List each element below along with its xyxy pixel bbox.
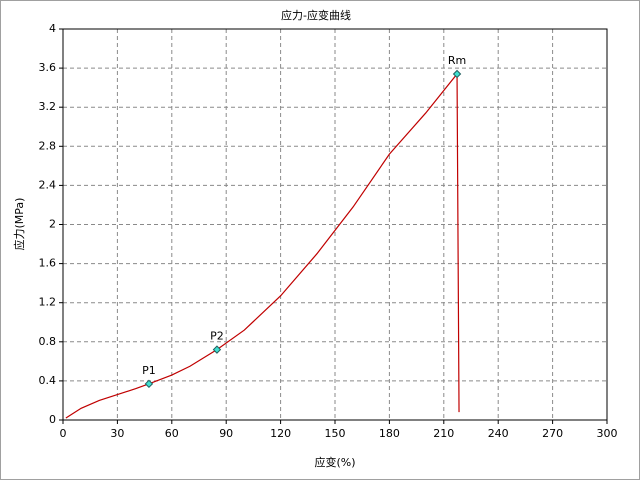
y-tick-label: 2.4 — [39, 178, 57, 191]
y-axis-label: 应力(MPa) — [12, 198, 26, 251]
y-tick-label: 1.2 — [39, 296, 57, 309]
plot-border — [62, 28, 608, 421]
x-tick-label: 120 — [270, 427, 291, 440]
y-tick-label: 0.8 — [39, 335, 57, 348]
x-tick-label: 270 — [542, 427, 563, 440]
y-tick-label: 3.2 — [39, 100, 57, 113]
x-tick-label: 300 — [597, 427, 618, 440]
point-label: P2 — [210, 330, 224, 343]
point-marker — [452, 69, 462, 79]
x-tick-label: 180 — [379, 427, 400, 440]
y-tick-label: 2.8 — [39, 139, 57, 152]
y-tick-label: 2 — [49, 218, 56, 231]
y-tick-label: 4 — [49, 22, 56, 35]
x-tick-label: 240 — [488, 427, 509, 440]
y-tick-label: 0 — [49, 413, 56, 426]
point-marker — [144, 379, 154, 389]
x-tick-label: 210 — [433, 427, 454, 440]
point-label: P1 — [142, 364, 156, 377]
x-tick-label: 0 — [60, 427, 67, 440]
x-tick-label: 150 — [325, 427, 346, 440]
chart-title: 应力-应变曲线 — [281, 8, 351, 22]
point-marker — [212, 345, 222, 354]
x-tick-label: 30 — [110, 427, 124, 440]
x-tick-label: 90 — [219, 427, 233, 440]
y-tick-label: 3.6 — [39, 61, 57, 74]
point-label: Rm — [448, 54, 466, 67]
x-axis-label: 应变(%) — [314, 455, 355, 469]
x-tick-label: 60 — [165, 427, 179, 440]
y-tick-label: 1.6 — [39, 257, 57, 270]
y-tick-label: 0.4 — [39, 374, 57, 387]
